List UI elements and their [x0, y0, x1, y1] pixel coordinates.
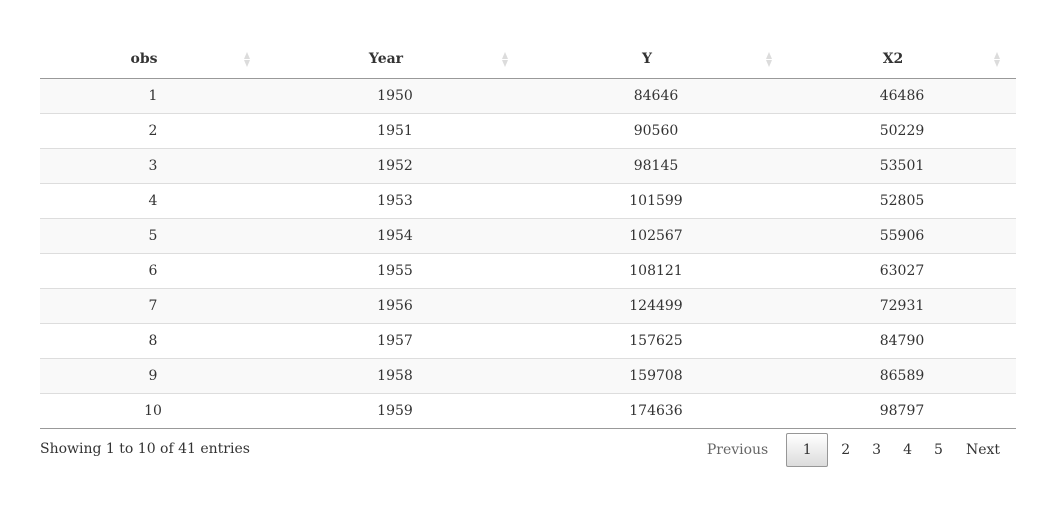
cell-x2: 53501 — [788, 148, 1016, 184]
cell-x2: 46486 — [788, 78, 1016, 114]
cell-obs: 2 — [40, 113, 266, 149]
cell-y: 157625 — [524, 323, 788, 359]
cell-obs: 4 — [40, 183, 266, 219]
cell-x2: 50229 — [788, 113, 1016, 149]
column-header-label: obs — [130, 51, 158, 67]
cell-x2: 84790 — [788, 323, 1016, 359]
cell-x2: 63027 — [788, 253, 1016, 289]
cell-obs: 7 — [40, 288, 266, 324]
cell-obs: 10 — [40, 393, 266, 429]
data-table: obs Year Y X2 1 1950 — [40, 40, 1016, 429]
cell-x2: 55906 — [788, 218, 1016, 254]
cell-x2: 98797 — [788, 393, 1016, 429]
table-row: 1 1950 84646 46486 — [40, 78, 1016, 114]
column-header-label: Year — [368, 51, 404, 67]
cell-year: 1952 — [266, 148, 524, 184]
table-row: 5 1954 102567 55906 — [40, 218, 1016, 254]
column-header-label: Y — [642, 51, 652, 67]
cell-obs: 3 — [40, 148, 266, 184]
page-button-1[interactable]: 1 — [786, 433, 829, 467]
sort-icon — [994, 52, 1000, 68]
page-button-5[interactable]: 5 — [934, 442, 943, 458]
previous-page-button[interactable]: Previous — [706, 442, 769, 458]
table-row: 7 1956 124499 72931 — [40, 288, 1016, 324]
sort-icon — [244, 52, 250, 68]
next-page-button[interactable]: Next — [965, 442, 1000, 458]
table-row: 8 1957 157625 84790 — [40, 323, 1016, 359]
cell-x2: 52805 — [788, 183, 1016, 219]
table-row: 3 1952 98145 53501 — [40, 148, 1016, 184]
table-row: 9 1958 159708 86589 — [40, 358, 1016, 394]
cell-y: 102567 — [524, 218, 788, 254]
cell-year: 1951 — [266, 113, 524, 149]
cell-y: 98145 — [524, 148, 788, 184]
page-button-4[interactable]: 4 — [903, 442, 913, 458]
cell-year: 1957 — [266, 323, 524, 359]
column-header-x2[interactable]: X2 — [788, 40, 1016, 79]
sort-icon — [502, 52, 508, 68]
table-info: Showing 1 to 10 of 41 entries — [40, 441, 250, 457]
cell-y: 159708 — [524, 358, 788, 394]
cell-y: 84646 — [524, 78, 788, 114]
cell-year: 1954 — [266, 218, 524, 254]
cell-y: 90560 — [524, 113, 788, 149]
data-table-wrapper: obs Year Y X2 1 1950 — [40, 40, 1016, 429]
cell-obs: 8 — [40, 323, 266, 359]
cell-year: 1955 — [266, 253, 524, 289]
cell-year: 1953 — [266, 183, 524, 219]
header-row: obs Year Y X2 — [40, 40, 1016, 79]
cell-x2: 86589 — [788, 358, 1016, 394]
table-row: 2 1951 90560 50229 — [40, 113, 1016, 149]
table-row: 4 1953 101599 52805 — [40, 183, 1016, 219]
table-row: 6 1955 108121 63027 — [40, 253, 1016, 289]
cell-x2: 72931 — [788, 288, 1016, 324]
cell-obs: 5 — [40, 218, 266, 254]
cell-y: 108121 — [524, 253, 788, 289]
cell-obs: 9 — [40, 358, 266, 394]
column-header-obs[interactable]: obs — [40, 40, 266, 79]
cell-y: 174636 — [524, 393, 788, 429]
cell-y: 124499 — [524, 288, 788, 324]
column-header-year[interactable]: Year — [266, 40, 524, 79]
table-row: 10 1959 174636 98797 — [40, 393, 1016, 429]
cell-obs: 6 — [40, 253, 266, 289]
cell-year: 1958 — [266, 358, 524, 394]
cell-year: 1956 — [266, 288, 524, 324]
sort-icon — [766, 52, 772, 68]
page-button-2[interactable]: 2 — [841, 442, 851, 458]
cell-y: 101599 — [524, 183, 788, 219]
cell-year: 1950 — [266, 78, 524, 114]
cell-year: 1959 — [266, 393, 524, 429]
pagination: Previous 1 2 3 4 5 Next — [707, 433, 1016, 467]
cell-obs: 1 — [40, 78, 266, 114]
column-header-label: X2 — [882, 51, 904, 67]
page-button-3[interactable]: 3 — [872, 442, 882, 458]
column-header-y[interactable]: Y — [524, 40, 788, 79]
